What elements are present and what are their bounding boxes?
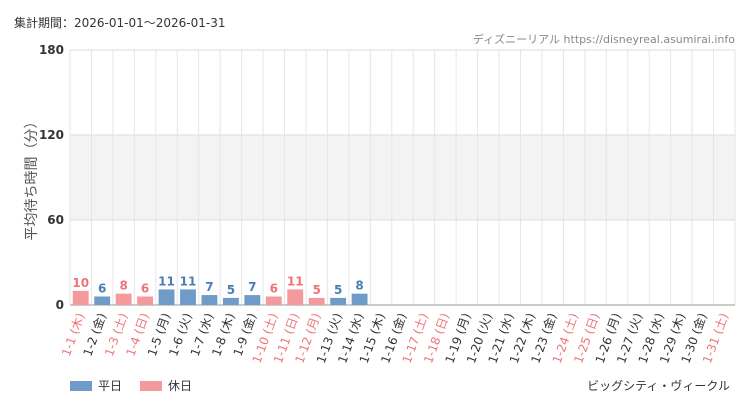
y-tick-label: 0 bbox=[56, 298, 64, 312]
legend: 平日 休日 bbox=[70, 377, 192, 394]
y-tick-label: 180 bbox=[39, 43, 64, 57]
facility-name: ビッグシティ・ヴィークル bbox=[587, 379, 730, 393]
bar bbox=[308, 297, 325, 305]
bar-value-label: 5 bbox=[313, 283, 321, 297]
site-credit: ディズニーリアル https://disneyreal.asumirai.inf… bbox=[473, 32, 735, 46]
bar-value-label: 6 bbox=[270, 282, 278, 296]
legend-swatch-weekday bbox=[70, 380, 92, 391]
bar-value-label: 6 bbox=[141, 282, 149, 296]
bar bbox=[137, 296, 154, 305]
bar bbox=[115, 293, 132, 305]
bar bbox=[244, 295, 261, 305]
bar-value-label: 11 bbox=[287, 274, 304, 288]
legend-item-holiday[interactable]: 休日 bbox=[140, 377, 192, 394]
bar-value-label: 5 bbox=[227, 283, 235, 297]
bar-value-label: 7 bbox=[205, 280, 213, 294]
legend-label-weekday: 平日 bbox=[98, 379, 123, 393]
y-tick-label: 120 bbox=[39, 128, 64, 142]
legend-swatch-holiday bbox=[140, 380, 163, 391]
bar-value-label: 5 bbox=[334, 283, 342, 297]
bar-value-label: 8 bbox=[355, 279, 363, 293]
y-axis-label: 平均待ち時間（分） bbox=[24, 115, 40, 241]
period-label: 集計期間：2026-01-01～2026-01-31 bbox=[14, 16, 226, 30]
bar bbox=[201, 295, 218, 305]
bar bbox=[94, 296, 111, 305]
shaded-band bbox=[70, 135, 735, 220]
bar bbox=[330, 297, 347, 305]
bar bbox=[351, 293, 368, 305]
bar-value-label: 10 bbox=[72, 276, 89, 290]
bar bbox=[180, 289, 196, 305]
bar-value-label: 8 bbox=[119, 279, 127, 293]
bar bbox=[265, 296, 282, 305]
bar-value-label: 7 bbox=[248, 280, 256, 294]
bar-value-label: 11 bbox=[180, 274, 197, 288]
bar bbox=[287, 289, 304, 305]
bar bbox=[158, 289, 175, 305]
y-tick-label: 60 bbox=[47, 213, 64, 227]
bar-value-label: 6 bbox=[98, 282, 106, 296]
legend-item-weekday[interactable]: 平日 bbox=[70, 377, 122, 394]
bar bbox=[72, 290, 89, 305]
legend-label-holiday: 休日 bbox=[168, 379, 193, 393]
bar bbox=[222, 297, 239, 305]
bar-value-label: 11 bbox=[158, 274, 175, 288]
